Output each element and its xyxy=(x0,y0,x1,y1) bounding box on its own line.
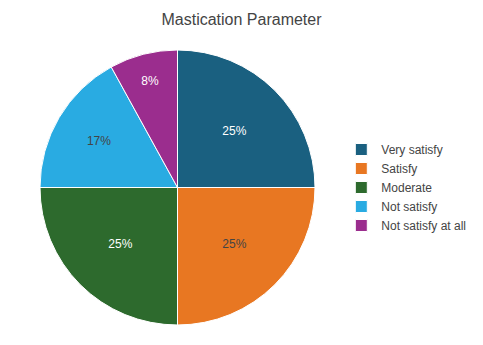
svg-text:Moderate: Moderate xyxy=(381,181,432,195)
svg-text:Satisfy: Satisfy xyxy=(381,162,417,176)
svg-text:Not satisfy at all: Not satisfy at all xyxy=(381,219,466,233)
svg-text:Very satisfy: Very satisfy xyxy=(381,143,442,157)
svg-text:25%: 25% xyxy=(222,237,246,251)
svg-text:17%: 17% xyxy=(87,134,111,148)
svg-text:25%: 25% xyxy=(222,124,246,138)
svg-text:8%: 8% xyxy=(141,74,159,88)
svg-text:25%: 25% xyxy=(108,237,132,251)
svg-text:Mastication Parameter: Mastication Parameter xyxy=(161,11,322,28)
svg-text:Not satisfy: Not satisfy xyxy=(381,200,437,214)
